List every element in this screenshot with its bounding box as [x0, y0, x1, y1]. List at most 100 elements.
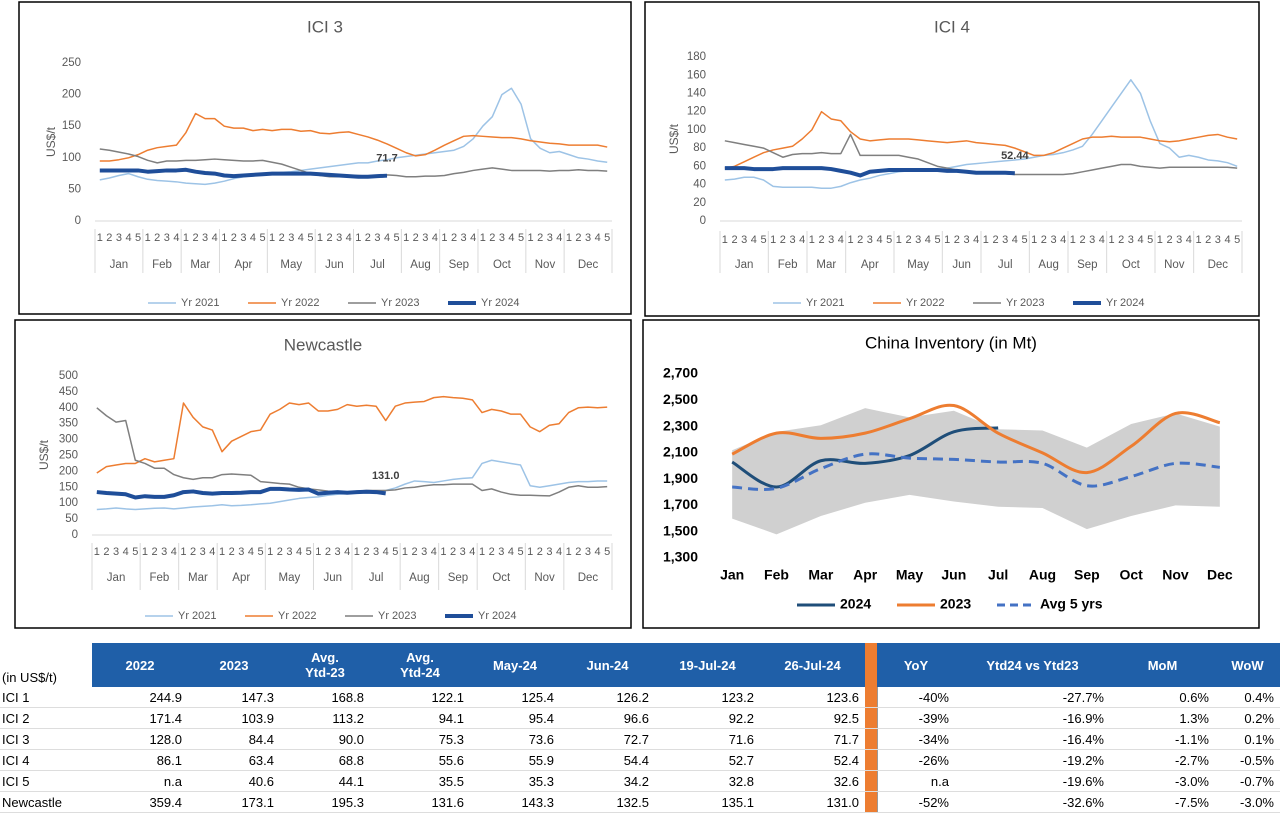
cell: 92.5 [760, 707, 865, 729]
column-header: 2022 [92, 643, 188, 687]
week-label: 4 [751, 234, 757, 246]
week-label: 3 [238, 546, 244, 558]
cell: 40.6 [188, 770, 280, 792]
y-tick-label: 250 [59, 450, 78, 462]
month-label: Dec [578, 259, 599, 271]
cell: 244.9 [92, 687, 188, 708]
week-label: 4 [432, 232, 438, 244]
cell: 113.2 [280, 707, 370, 729]
chart-frame [642, 319, 1260, 629]
y-axis-title: US$/t [37, 439, 51, 470]
table-row: Newcastle 359.4 173.1 195.3 131.6 143.3 132.5 1… [0, 791, 1280, 813]
week-label: 3 [461, 232, 467, 244]
month-label: Mar [188, 572, 208, 584]
column-header: (in US$/t) [0, 643, 92, 687]
table-row: ICI 2 171.4 103.9 113.2 94.1 95.4 96.6 92.2 92.5… [0, 707, 1280, 729]
x-tick-label: Nov [1162, 567, 1189, 583]
week-label: 1 [896, 234, 902, 246]
cell: 0.6% [1110, 687, 1215, 708]
y-tick-label: 40 [693, 179, 706, 191]
week-label: 3 [113, 546, 119, 558]
week-label: 3 [202, 232, 208, 244]
week-label: 4 [508, 546, 514, 558]
chart-frame [14, 319, 632, 629]
month-label: Nov [1164, 259, 1185, 271]
month-label: Jul [370, 259, 385, 271]
table-row: ICI 5 n.a 40.6 44.1 35.5 35.3 34.2 32.8 32.6 n.a -… [0, 770, 1280, 792]
y-tick-label: 200 [62, 89, 81, 101]
y-tick-label: 1,500 [663, 522, 698, 538]
week-label: 4 [209, 546, 215, 558]
week-label: 1 [528, 232, 534, 244]
cell: 84.4 [188, 728, 280, 750]
column-header: May-24 [470, 643, 560, 687]
month-label: May [279, 572, 301, 584]
y-axis-title: US$/t [44, 126, 58, 157]
week-label: 5 [1234, 234, 1240, 246]
month-label: Apr [232, 572, 250, 584]
week-label: 3 [1050, 234, 1056, 246]
week-label: 5 [934, 234, 940, 246]
y-tick-label: 0 [700, 215, 706, 227]
week-label: 4 [556, 232, 562, 244]
x-tick-label: Feb [764, 567, 789, 583]
week-label: 2 [152, 546, 158, 558]
week-label: 2 [190, 546, 196, 558]
month-label: Nov [535, 259, 556, 271]
week-label: 3 [963, 234, 969, 246]
week-label: 4 [431, 546, 437, 558]
month-label: Dec [578, 572, 599, 584]
x-tick-label: Aug [1029, 567, 1056, 583]
legend-label: Yr 2024 [1106, 297, 1145, 309]
cell: 72.7 [560, 728, 655, 750]
cell: 73.6 [470, 728, 560, 750]
legend-label: Yr 2021 [806, 297, 845, 309]
week-label: 3 [867, 234, 873, 246]
week-label: 3 [1215, 234, 1221, 246]
week-label: 2 [413, 232, 419, 244]
week-label: 3 [1089, 234, 1095, 246]
series-line [731, 403, 1221, 475]
cell: 122.1 [370, 687, 470, 708]
week-label: 1 [566, 232, 572, 244]
cell: 131.0 [760, 791, 865, 813]
annotation: 52.44 [1001, 150, 1029, 162]
row-label: ICI 2 [0, 707, 92, 729]
week-label: 5 [760, 234, 766, 246]
week-label: 4 [298, 232, 304, 244]
week-label: 1 [1070, 234, 1076, 246]
month-label: Dec [1208, 259, 1229, 271]
week-label: 4 [876, 234, 882, 246]
week-label: 3 [828, 234, 834, 246]
week-label: 1 [441, 232, 447, 244]
month-label: Aug [409, 572, 429, 584]
month-label: Jan [107, 572, 126, 584]
separator [865, 770, 877, 792]
cell: 123.2 [655, 687, 760, 708]
week-label: 3 [499, 232, 505, 244]
month-label: Apr [234, 259, 252, 271]
week-label: 2 [1118, 234, 1124, 246]
week-label: 4 [925, 234, 931, 246]
week-label: 2 [1166, 234, 1172, 246]
x-tick-label: Jul [988, 567, 1008, 583]
week-label: 1 [94, 546, 100, 558]
cell: 92.2 [655, 707, 760, 729]
month-label: Aug [1038, 259, 1058, 271]
month-label: Jul [369, 572, 384, 584]
week-label: 2 [537, 546, 543, 558]
week-label: 3 [789, 234, 795, 246]
month-label: Jan [735, 259, 754, 271]
separator [865, 707, 877, 729]
y-tick-label: 400 [59, 402, 78, 414]
week-label: 3 [915, 234, 921, 246]
row-label: Newcastle [0, 791, 92, 813]
cell: 44.1 [280, 770, 370, 792]
week-label: 5 [604, 546, 610, 558]
week-label: 1 [269, 232, 275, 244]
week-label: 4 [470, 232, 476, 244]
price-table: (in US$/t) 2022 2023 Avg. Ytd-23 Avg. Ytd-24… [0, 643, 1280, 813]
cell: 168.8 [280, 687, 370, 708]
